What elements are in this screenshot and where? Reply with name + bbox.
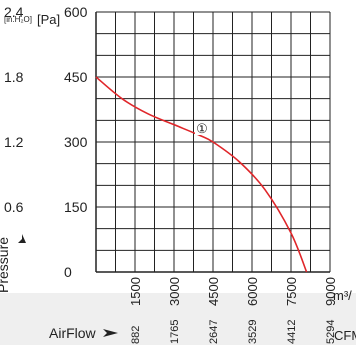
- curve-marker-label: ①: [196, 121, 208, 136]
- y-tick-label-inh2o: 1.8: [4, 69, 24, 85]
- y-tick-label-pa: 600: [64, 4, 88, 20]
- performance-curve: [95, 76, 308, 273]
- x-tick-label-m3h: 1500: [128, 277, 143, 306]
- grid: [95, 11, 331, 273]
- x-tick-label-m3h: 6000: [245, 277, 260, 306]
- y-tick-label-pa: 150: [64, 199, 88, 215]
- y-tick-label-inh2o: 2.4: [4, 4, 24, 20]
- x-tick-label-cfm: 2647: [208, 320, 220, 344]
- y-tick-label-inh2o: 1.2: [4, 134, 24, 150]
- y-tick-label-pa: 0: [64, 264, 72, 280]
- x-tick-label-cfm: 3529: [247, 320, 259, 344]
- x-axis-band: [0, 293, 356, 345]
- x-tick-label-m3h: 7500: [284, 277, 299, 306]
- y-unit-inh2o: [in.H₂O]: [4, 15, 32, 24]
- x-axis-arrow-icon: [103, 329, 118, 337]
- x-tick-label-cfm: 1765: [169, 320, 181, 344]
- y-tick-label-pa: 300: [64, 134, 88, 150]
- x-tick-label-m3h: 4500: [206, 277, 221, 306]
- x-tick-label-cfm: 5294: [325, 320, 337, 344]
- x-tick-label-cfm: 4412: [286, 320, 298, 344]
- y-axis-title: Pressure: [0, 237, 11, 293]
- y-tick-label-pa: 450: [64, 69, 88, 85]
- curve-marker-bg: [195, 121, 209, 135]
- y-unit-pa: [Pa]: [37, 12, 60, 27]
- x-unit-cfm: CFM: [334, 328, 356, 343]
- y-axis-arrow-icon: [18, 234, 26, 243]
- x-tick-label-m3h: 9000: [323, 277, 338, 306]
- x-axis-title: AirFlow: [49, 325, 97, 341]
- y-tick-label-inh2o: 0.6: [4, 199, 24, 215]
- curve-layer: ①: [95, 76, 308, 273]
- x-unit-m3h: m³/: [333, 288, 352, 303]
- x-tick-label-m3h: 3000: [167, 277, 182, 306]
- axis-labels: 0 150 300 450 600 0.6 1.2 1.8 2.4 1500 3000 4500 600…: [4, 4, 338, 344]
- x-tick-label-cfm: 882: [130, 326, 142, 344]
